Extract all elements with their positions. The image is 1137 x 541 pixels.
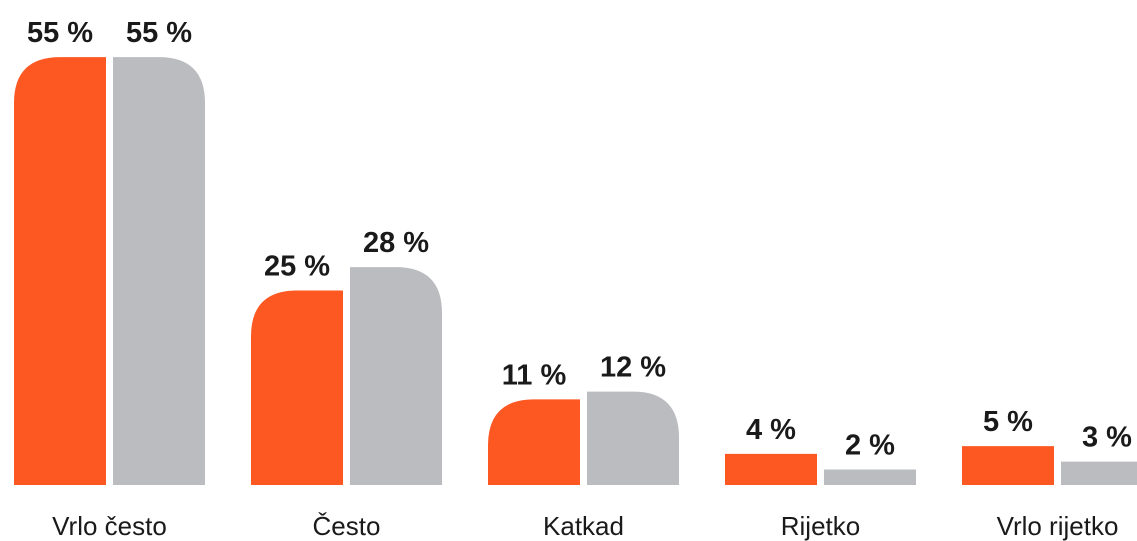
- bar: [962, 446, 1054, 485]
- category-label: Često: [313, 511, 381, 541]
- bar: [113, 57, 205, 485]
- value-label: 28 %: [363, 227, 429, 259]
- bar: [1061, 461, 1137, 485]
- bar: [251, 290, 343, 485]
- category-label: Vrlo često: [52, 511, 167, 541]
- value-label: 25 %: [264, 251, 330, 283]
- bar: [488, 399, 580, 485]
- category-label: Katkad: [543, 511, 624, 541]
- category-label: Rijetko: [781, 511, 860, 541]
- value-label: 55 %: [27, 17, 93, 49]
- bar: [824, 469, 916, 485]
- value-label: 12 %: [600, 352, 666, 384]
- bar: [725, 453, 817, 485]
- value-label: 2 %: [845, 429, 895, 461]
- bar: [350, 267, 442, 485]
- value-label: 3 %: [1082, 422, 1132, 454]
- bar: [587, 391, 679, 485]
- bar: [14, 57, 106, 485]
- category-label: Vrlo rijetko: [997, 511, 1119, 541]
- value-label: 11 %: [502, 359, 567, 391]
- value-label: 55 %: [126, 17, 192, 49]
- value-label: 5 %: [983, 406, 1033, 438]
- value-label: 4 %: [746, 414, 796, 446]
